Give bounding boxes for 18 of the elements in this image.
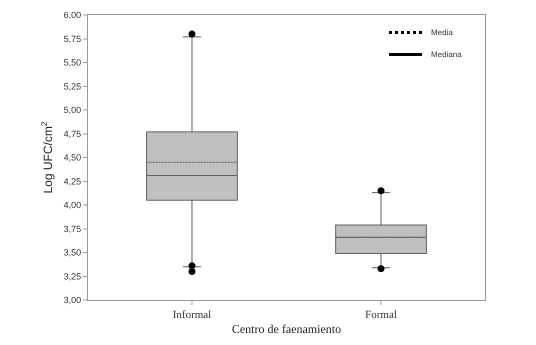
y-tick-label: 5,00: [64, 105, 82, 116]
y-tick-label: 5,75: [64, 34, 82, 44]
y-tick-label: 3,25: [64, 271, 82, 282]
y-tick-label: 5,25: [64, 81, 82, 92]
y-tick-label: 4,25: [64, 176, 82, 186]
y-tick-label: 4,00: [64, 200, 82, 210]
y-tick-label: 3,50: [64, 248, 82, 258]
x-tick-label: Formal: [365, 309, 397, 322]
annotation: Mediana: [431, 50, 462, 59]
y-tick-label: 4,75: [64, 128, 82, 139]
y-tick-label: 4,50: [64, 152, 82, 163]
annotation: Media: [431, 28, 454, 37]
y-tick-label: 6,00: [64, 10, 82, 20]
y-tick-label: 5,50: [64, 58, 82, 68]
y-tick-label: 3,00: [64, 295, 82, 306]
y-tick-label: 3,75: [64, 224, 82, 234]
x-axis-title: Centro de faenamiento: [232, 322, 342, 336]
x-tick-label: Informal: [172, 309, 212, 322]
